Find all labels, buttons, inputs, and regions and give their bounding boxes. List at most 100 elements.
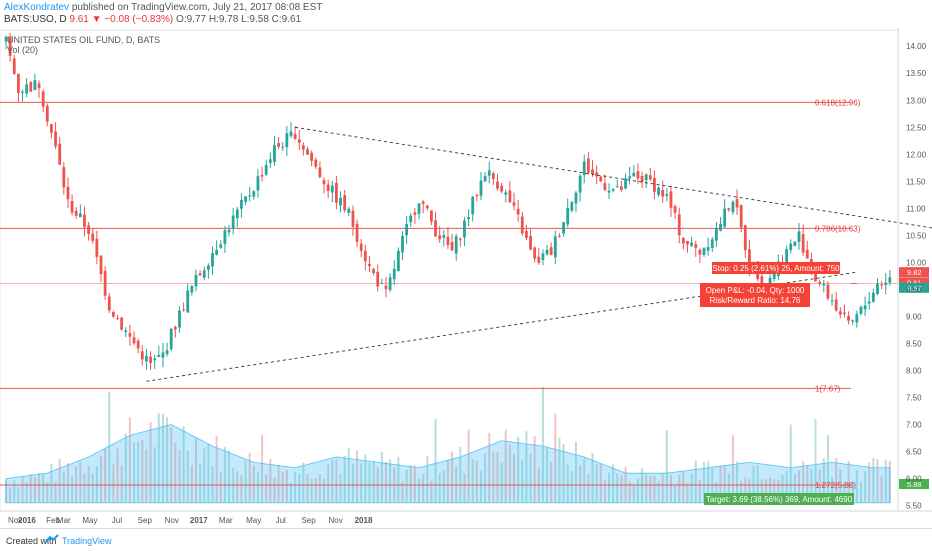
volume-bar [703,462,706,503]
volume-bar [223,446,226,503]
candle-body [116,318,119,320]
candle-body [471,196,475,215]
candle-body [70,201,74,213]
volume-bar [25,482,28,503]
candle-body [438,235,442,240]
candle-body [529,236,532,250]
volume-bar [484,453,487,503]
volume-bar [661,473,664,503]
volume-bar [273,477,276,503]
volume-bar [277,464,280,503]
volume-bar [368,462,371,503]
candle-body [41,91,45,107]
candle-body [694,244,698,248]
candle-body [884,282,888,286]
volume-bar [318,474,321,503]
volume-bar [760,478,763,503]
volume-bar [91,473,94,503]
x-tick-label: May [82,516,97,525]
volume-bar [174,442,177,503]
candle-body [417,203,421,214]
volume-bar [219,472,222,503]
volume-bar [822,458,825,503]
candle-body [669,191,673,208]
candle-body [240,199,243,209]
volume-bar [194,438,197,503]
price-chart[interactable]: 0.618(12.96) 0.786(10.63) 1(7.67) 1.272(5.8… [0,28,932,528]
candle-body [248,195,252,197]
volume-bar [112,464,115,503]
volume-bar [550,461,553,503]
volume-bar [674,485,677,503]
tradingview-brand[interactable]: TradingView [62,536,112,546]
candle-body [95,238,99,257]
volume-bar [541,386,544,503]
y-tick-label: 12.00 [906,150,927,159]
candle-body [21,91,24,93]
candle-body [578,175,582,193]
candle-body [355,223,359,243]
candle-body [396,250,400,272]
volume-bar [343,455,346,503]
candle-body [533,247,537,259]
volume-bar [876,459,879,503]
price-axis[interactable]: 14.00 13.50 13.00 12.50 12.00 11.50 11.00 10.50… [897,28,927,511]
candle-body [615,186,619,188]
candle-body [215,249,219,255]
candle-body [376,271,380,287]
candle-body [558,235,561,237]
candle-body [318,167,322,178]
volume-bar [13,480,16,503]
candle-body [855,314,859,323]
volume-bar [281,471,284,503]
candle-body [772,273,776,279]
volume-bar [327,464,330,503]
volume-bar [108,392,111,503]
volume-bar [186,450,189,503]
candle-body [591,169,594,174]
author-link[interactable]: AlexKondratev [4,2,70,13]
candle-body [661,190,665,197]
candle-body [87,225,91,234]
candle-body [801,234,805,253]
volume-bar [645,474,648,503]
volume-bar [384,461,387,503]
candle-body [479,180,483,196]
volume-ma-area [5,424,891,504]
candle-body [153,358,157,361]
candle-body [458,238,462,240]
candle-body [549,247,553,256]
candle-body [194,274,198,287]
candle-body [715,228,718,241]
y-tick-label: 6.00 [906,475,922,484]
chart-title: UNITED STATES OIL FUND, D, BATS [7,35,160,45]
volume-bar [153,447,156,503]
candle-body [681,237,685,244]
volume-bar [529,454,532,503]
candle-body [491,173,495,180]
fib-label: 0.618(12.96) [815,98,861,107]
candle-body [818,282,822,284]
volume-bar [847,460,850,503]
candle-body [611,189,615,191]
volume-bar [620,475,623,503]
candle-body [805,249,809,259]
candle-body [537,256,541,263]
volume-bar [17,487,20,503]
candle-body [690,242,694,246]
candle-body [442,235,446,238]
y-tick-label: 12.50 [906,123,927,132]
candle-body [867,301,871,304]
volume-bar [665,429,668,503]
volume-bar [79,461,82,503]
volume-bar [798,470,801,503]
volume-bar [256,472,259,503]
volume-bar [451,451,454,503]
x-tick-label: Nov [165,516,179,525]
volume-bar [508,444,511,503]
volume-bar [880,475,883,503]
candle-body [388,277,392,290]
volume-bar [310,478,313,503]
candle-body [58,143,62,165]
